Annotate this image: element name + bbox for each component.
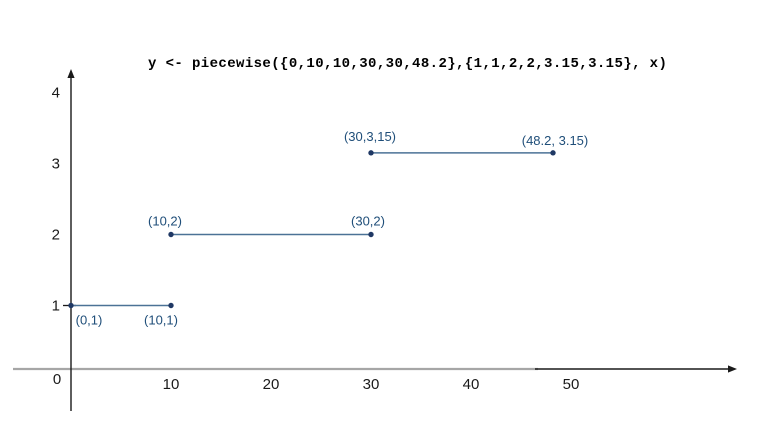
point-label: (0,1) xyxy=(76,313,103,328)
y-axis-arrowhead xyxy=(67,69,75,78)
data-point xyxy=(68,302,74,309)
x-tick-label: 20 xyxy=(263,376,280,393)
x-tick-label: 40 xyxy=(463,376,480,393)
origin-label: 0 xyxy=(53,371,61,388)
data-point xyxy=(168,302,174,309)
point-label: (48.2, 3.15) xyxy=(522,133,589,148)
point-label: (10,2) xyxy=(148,214,182,229)
y-tick-label: 4 xyxy=(52,85,60,102)
chart-title: y <- piecewise({0,10,10,30,30,48.2},{1,1… xyxy=(148,56,668,72)
y-tick-label: 1 xyxy=(52,298,60,315)
y-tick-label: 3 xyxy=(52,156,60,173)
x-axis-arrowhead xyxy=(728,365,737,373)
point-label: (30,3,15) xyxy=(344,129,396,144)
y-tick-label: 2 xyxy=(52,227,60,244)
axes-layer xyxy=(13,69,737,411)
data-point xyxy=(550,150,556,156)
x-tick-label: 50 xyxy=(563,376,580,393)
series-layer xyxy=(68,150,556,309)
point-label: (30,2) xyxy=(351,214,385,229)
data-point xyxy=(368,150,374,156)
x-tick-label: 30 xyxy=(363,376,380,393)
data-point xyxy=(168,231,174,238)
point-label: (10,1) xyxy=(144,313,178,328)
x-tick-label: 10 xyxy=(163,376,180,393)
data-point xyxy=(368,231,374,238)
